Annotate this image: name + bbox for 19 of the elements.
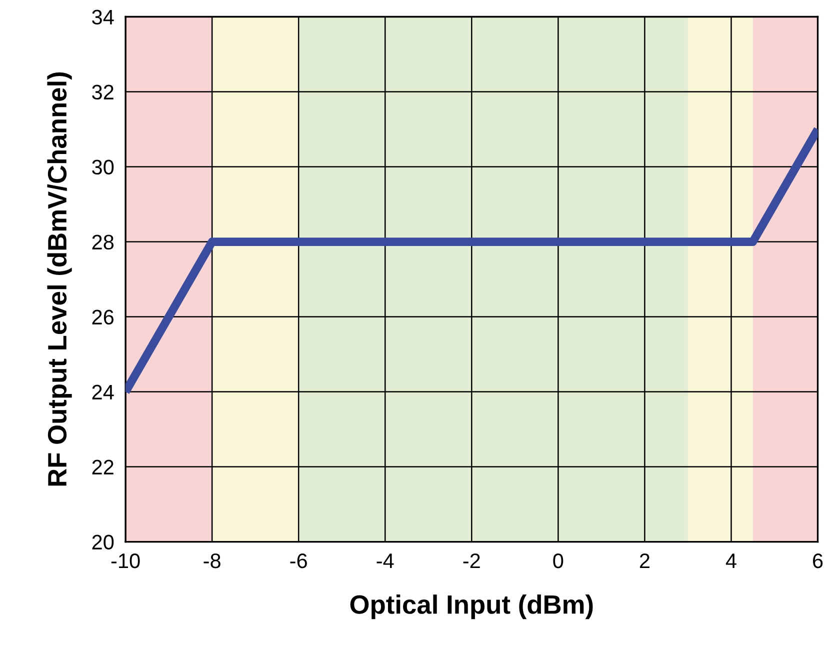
x-tick-label: -10: [111, 553, 140, 568]
y-axis-title: RF Output Level (dBmV/Channel): [47, 72, 72, 486]
x-tick-label: -8: [204, 553, 220, 568]
y-tick-label: 24: [92, 384, 114, 400]
y-tick-label: 22: [92, 460, 114, 474]
x-tick-label: 2: [640, 553, 650, 568]
x-tick-label: 4: [726, 554, 736, 568]
y-tick-label: 32: [92, 84, 114, 100]
y-tick-label: 20: [92, 534, 114, 550]
x-tick-label: -6: [290, 553, 307, 568]
y-tick-label: 26: [92, 310, 114, 325]
y-tick-label: 28: [92, 234, 114, 250]
y-tick-label: 34: [92, 10, 114, 25]
x-axis-title: Optical Input (dBm): [350, 594, 593, 620]
x-tick-label: -2: [463, 553, 480, 568]
y-tick-label: 30: [92, 160, 114, 175]
x-tick-label: 6: [813, 553, 823, 568]
x-tick-label: 0: [553, 553, 564, 568]
x-tick-label: -4: [376, 554, 394, 568]
